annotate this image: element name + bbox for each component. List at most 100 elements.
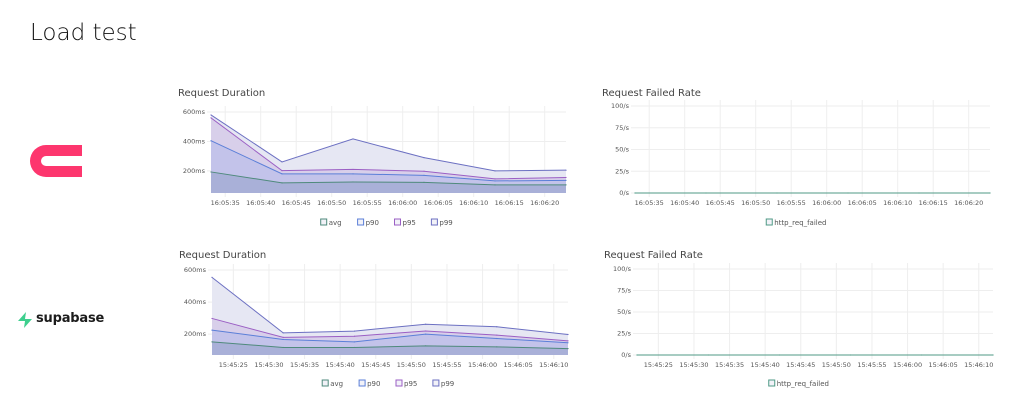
legend-item-p90[interactable]: p90 (357, 218, 379, 227)
point-avg (282, 346, 284, 349)
x-tick-label: 16:05:45 (706, 199, 735, 207)
legend-item-p99[interactable]: p99 (430, 218, 453, 227)
line-p99 (210, 114, 567, 172)
legend-swatch (394, 218, 401, 226)
x-tick-label: 15:45:25 (644, 361, 673, 369)
line-p90 (211, 329, 569, 344)
legend-swatch (432, 379, 440, 387)
x-tick-label: 15:45:40 (751, 361, 780, 369)
x-tick-label: 15:46:10 (964, 361, 993, 369)
y-tick-label: 0/s (619, 189, 629, 197)
x-tick-label: 16:06:00 (812, 199, 841, 207)
chart-0: Request Duration 200ms 400ms 600ms 16:05:35 1… (178, 88, 567, 227)
legend-label: p99 (439, 219, 452, 227)
y-tick-label: 200ms (184, 330, 207, 338)
point-http_req_failed (778, 354, 781, 356)
x-tick-label: 16:06:15 (919, 199, 948, 207)
legend-item-p95[interactable]: p95 (395, 379, 417, 388)
line-p95 (211, 317, 569, 342)
point-avg (210, 171, 212, 173)
point-http_req_failed (918, 192, 920, 194)
x-tick-label: 16:06:00 (388, 199, 417, 207)
y-tick-label: 400ms (184, 298, 207, 306)
point-p90 (494, 180, 496, 182)
legend-label: p95 (404, 380, 417, 388)
y-tick-label: 100/s (613, 265, 632, 273)
x-tick-label: 15:45:55 (432, 361, 461, 369)
legend-item-p90[interactable]: p90 (358, 379, 380, 388)
point-http_req_failed (992, 354, 994, 356)
x-tick-label: 16:06:15 (495, 199, 524, 207)
line-avg (211, 341, 569, 350)
point-avg (425, 345, 427, 347)
point-p95 (496, 334, 498, 336)
line-p90 (210, 140, 567, 182)
x-tick-label: 16:05:35 (211, 199, 240, 207)
supabase-logo-text: supabase (36, 311, 105, 326)
point-p99 (423, 157, 425, 159)
appwrite-logo (30, 145, 82, 177)
legend-swatch (357, 218, 365, 226)
y-tick-label: 50/s (615, 146, 629, 154)
legend-item-p95[interactable]: p95 (394, 218, 416, 227)
legend-swatch (358, 379, 366, 387)
point-p99 (353, 330, 355, 332)
point-p90 (565, 179, 567, 181)
legend-swatch (765, 218, 773, 226)
point-p90 (353, 341, 355, 343)
line-p95 (210, 117, 567, 180)
point-p90 (425, 333, 427, 335)
point-p99 (352, 138, 354, 140)
x-tick-label: 15:45:30 (679, 361, 708, 369)
legend-label: avg (330, 380, 343, 388)
point-p99 (281, 161, 283, 163)
point-p95 (353, 335, 355, 337)
y-tick-label: 600ms (183, 108, 206, 116)
x-tick-label: 15:45:45 (786, 361, 815, 369)
legend-item-avg[interactable]: avg (321, 379, 343, 388)
x-tick-label: 16:06:05 (848, 199, 877, 207)
x-tick-label: 15:45:45 (361, 361, 390, 369)
legend-item-http_req_failed[interactable]: http_req_failed (768, 379, 829, 388)
chart-3: Request Failed Rate 0/s 25/s 50/s 75/s 100/s 1… (604, 250, 994, 388)
legend-item-avg[interactable]: avg (320, 218, 342, 227)
x-tick-label: 16:06:05 (424, 199, 453, 207)
x-tick-label: 16:05:45 (282, 199, 311, 207)
point-p90 (281, 173, 283, 175)
x-tick-label: 16:05:55 (353, 199, 382, 207)
page-title: Load test (30, 20, 137, 46)
point-avg (352, 181, 354, 183)
legend-label: p95 (403, 219, 416, 227)
x-tick-label: 16:05:50 (741, 199, 770, 207)
point-p99 (565, 169, 567, 171)
legend-label: p90 (366, 219, 379, 227)
point-http_req_failed (921, 354, 923, 356)
chart-title: Request Failed Rate (604, 250, 703, 261)
legend-item-http_req_failed[interactable]: http_req_failed (765, 218, 827, 227)
y-tick-label: 25/s (615, 167, 629, 175)
x-tick-label: 15:46:05 (929, 361, 958, 369)
point-p90 (211, 329, 213, 331)
point-p95 (423, 170, 425, 172)
legend-item-p99[interactable]: p99 (432, 379, 454, 388)
point-http_req_failed (705, 192, 707, 194)
x-tick-label: 16:06:10 (883, 199, 912, 207)
point-http_req_failed (636, 354, 638, 356)
x-tick-label: 16:05:35 (635, 199, 664, 207)
x-tick-label: 16:05:40 (670, 199, 699, 207)
y-tick-label: 50/s (617, 308, 631, 316)
x-tick-label: 15:46:10 (539, 361, 568, 369)
legend-swatch (320, 218, 328, 226)
point-avg (494, 184, 496, 186)
chart-title: Request Failed Rate (602, 88, 701, 99)
chart-title: Request Duration (178, 88, 265, 99)
point-p95 (282, 336, 284, 338)
chart-1: Request Failed Rate 0/s 25/s 50/s 75/s 100/s 1… (602, 88, 991, 227)
point-avg (353, 346, 355, 349)
area-avg (212, 341, 568, 355)
x-tick-label: 16:05:55 (777, 199, 806, 207)
y-tick-label: 0/s (621, 351, 631, 359)
y-tick-label: 100/s (611, 102, 630, 110)
point-p99 (494, 170, 496, 172)
